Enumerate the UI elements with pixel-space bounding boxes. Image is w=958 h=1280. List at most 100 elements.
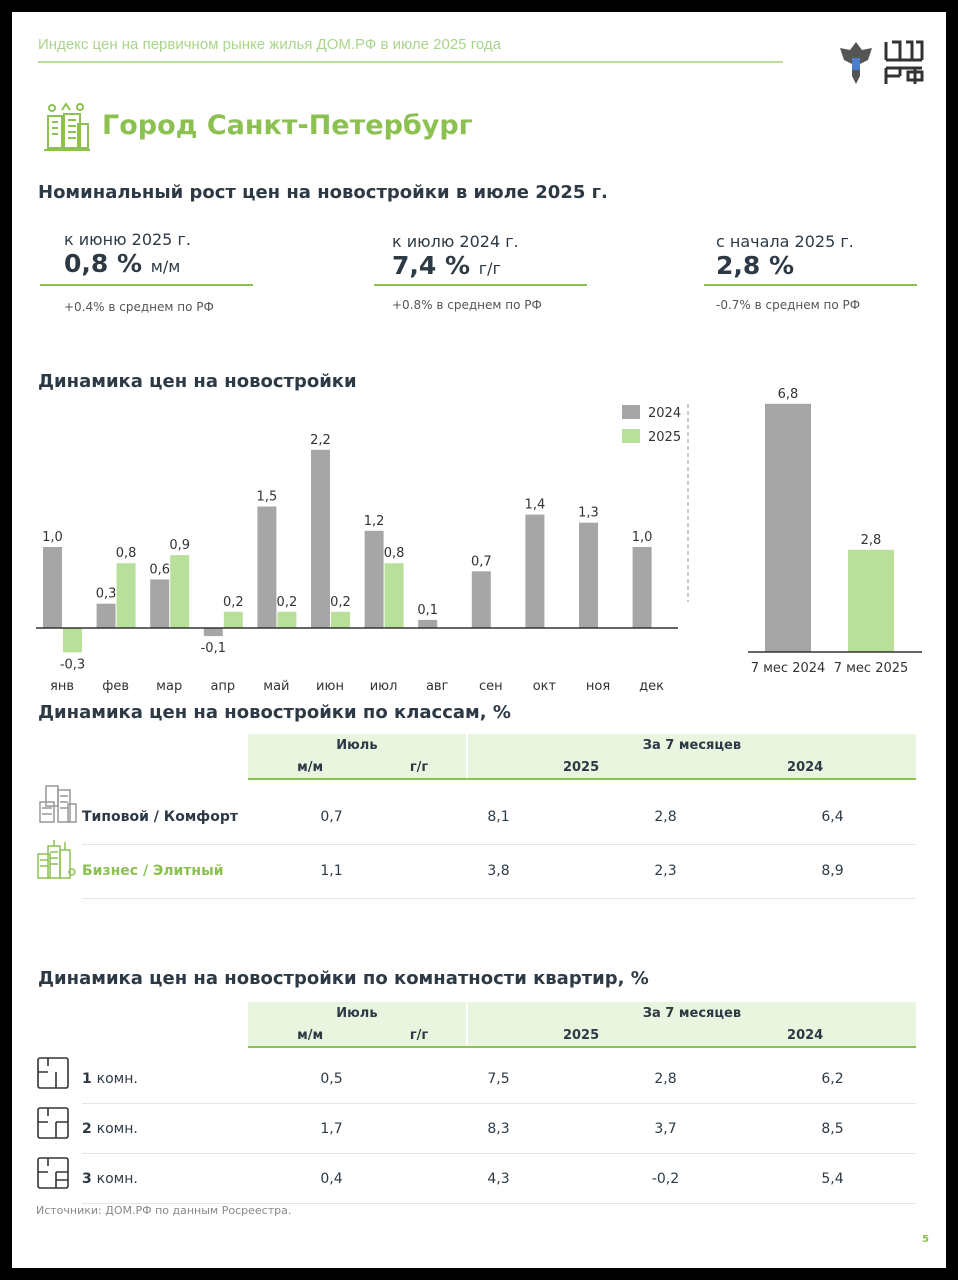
bar-2024: [471, 571, 491, 628]
data-label: 1,3: [578, 506, 599, 521]
data-label: 0,8: [116, 546, 137, 561]
business-buildings-icon: [37, 840, 76, 879]
cell: 8,1: [487, 809, 510, 825]
data-label: 2,2: [310, 433, 331, 448]
kpi-label: с начала 2025 г.: [716, 232, 854, 251]
kpi-month: к июню 2025 г. 0,8 % м/м +0.4% в среднем…: [40, 230, 253, 314]
row-label: Бизнес / Элитный: [82, 863, 224, 879]
group-7m: За 7 месяцев: [465, 734, 916, 756]
cell: 1,1: [320, 863, 343, 879]
col-2024: 2024: [694, 1024, 916, 1048]
cell: 1,7: [320, 1120, 343, 1137]
bar-2024: [311, 449, 330, 628]
data-label: 0,3: [96, 587, 117, 602]
room-count: 2: [82, 1120, 92, 1137]
data-label: -0,1: [201, 641, 226, 656]
floorplan-icon: [37, 1107, 69, 1139]
cell: 0,4: [320, 1170, 343, 1187]
bar-2024: [579, 522, 598, 628]
data-label: 1,4: [525, 498, 546, 513]
kpi-note: +0.8% в среднем по РФ: [392, 298, 542, 312]
bar-2025: [116, 563, 136, 628]
data-label: 1,5: [257, 490, 278, 505]
class-table-header: Июль За 7 месяцев м/м г/г 2025 2024: [248, 734, 916, 780]
col-yy: г/г: [372, 756, 467, 780]
legend-label: 2024: [648, 406, 681, 421]
cell: 3,7: [654, 1120, 677, 1137]
x-tick-label: 7 мес 2025: [834, 661, 909, 676]
bar-2024: [364, 530, 384, 628]
chart-title: Динамика цен на новостройки: [38, 371, 357, 392]
kpi-value: 7,4 %: [392, 251, 471, 280]
data-label: 0,7: [471, 554, 492, 569]
bar-2024: [257, 506, 277, 628]
cell: 2,8: [654, 1070, 677, 1087]
kpi-value: 2,8 %: [716, 251, 795, 280]
room-label: комн.: [96, 1170, 138, 1187]
bar-2024: [96, 603, 116, 628]
bar-2024: [632, 547, 652, 628]
cell: 2,8: [654, 809, 677, 825]
bar-2024: [150, 579, 170, 628]
table-row: Бизнес / Элитный 1,1 3,8 2,3 8,9: [82, 844, 916, 899]
col-yy: г/г: [372, 1024, 467, 1048]
room-label: комн.: [96, 1070, 138, 1087]
room-table-header: Июль За 7 месяцев м/м г/г 2025 2024: [248, 1002, 916, 1048]
row-label: 2 комн.: [82, 1121, 248, 1137]
row-label: 3 комн.: [82, 1171, 248, 1187]
kpi-label: к июлю 2024 г.: [392, 232, 519, 251]
x-tick-label: окт: [533, 679, 557, 694]
class-table-title: Динамика цен на новостройки по классам, …: [38, 702, 511, 723]
group-july: Июль: [248, 734, 467, 756]
x-tick-label: июн: [316, 679, 344, 694]
table-row: 2 комн. 1,7 8,3 3,7 8,5: [82, 1104, 916, 1154]
cell: 7,5: [487, 1070, 510, 1087]
data-label: 0,9: [169, 538, 190, 553]
x-tick-label: дек: [639, 679, 664, 694]
kpi-value: 0,8 %: [64, 249, 143, 278]
x-tick-label: апр: [210, 679, 235, 694]
kpi-note: -0.7% в среднем по РФ: [716, 298, 861, 312]
group-7m: За 7 месяцев: [465, 1002, 916, 1024]
kpi-divider: [704, 284, 917, 286]
cell: 8,3: [487, 1120, 510, 1137]
x-tick-label: июл: [370, 679, 398, 694]
bar-2024: [525, 514, 545, 628]
cell: 8,5: [821, 1120, 844, 1137]
bar-2024: [203, 628, 223, 637]
data-label: 1,0: [632, 530, 653, 545]
x-tick-label: фев: [102, 679, 129, 694]
bar-2024: [43, 547, 62, 628]
price-dynamics-chart: янв 1,0 -0,3 фев 0,3 0,8 мар 0,6 0,9 апр -0,1 0,2 ма…: [36, 387, 922, 694]
x-tick-label: янв: [50, 679, 74, 694]
data-label: 6,8: [778, 387, 799, 402]
source-note: Источники: ДОМ.РФ по данным Росреестра.: [36, 1204, 292, 1217]
cell: 3,8: [487, 863, 510, 879]
kpi-divider: [40, 284, 253, 286]
cell: 4,3: [487, 1170, 510, 1187]
room-count: 1: [82, 1070, 92, 1087]
bar-2024: [418, 619, 438, 628]
floorplan-icon: [37, 1157, 69, 1189]
legend-label: 2025: [648, 430, 681, 445]
cell: 5,4: [821, 1170, 844, 1187]
page-number: 5: [922, 1234, 929, 1245]
legend-swatch: [622, 429, 640, 443]
bar-2025: [331, 611, 350, 628]
data-label: 0,6: [149, 562, 170, 577]
floorplan-icon: [37, 1057, 69, 1089]
report-page: Индекс цен на первичном рынке жилья ДОМ.…: [12, 12, 946, 1268]
x-tick-label: ноя: [586, 679, 610, 694]
bar-2025: [63, 628, 82, 653]
domrf-logo: [840, 40, 924, 84]
x-tick-label: сен: [479, 679, 503, 694]
table-row: 3 комн. 0,4 4,3 -0,2 5,4: [82, 1154, 916, 1204]
data-label: 2,8: [861, 533, 882, 548]
col-mm: м/м: [248, 1024, 373, 1048]
x-tick-label: 7 мес 2024: [751, 661, 826, 676]
data-label: 1,0: [42, 530, 63, 545]
col-2025: 2025: [465, 756, 695, 780]
data-label: 0,2: [277, 595, 298, 610]
room-table-title: Динамика цен на новостройки по комнатнос…: [38, 968, 649, 989]
data-label: 0,2: [330, 595, 351, 610]
